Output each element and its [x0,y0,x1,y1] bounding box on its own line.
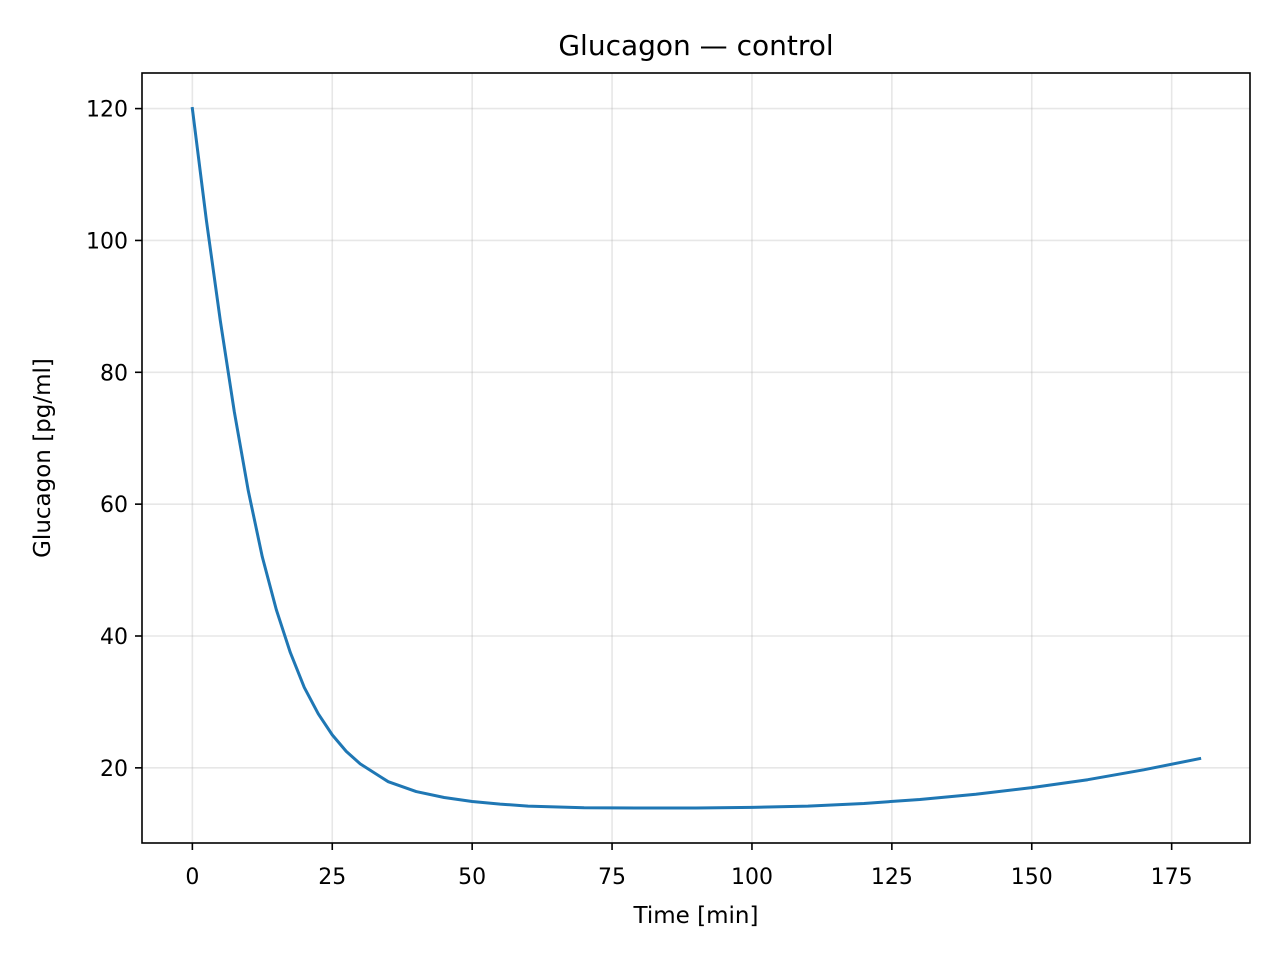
x-tick-label: 25 [318,865,346,890]
y-tick-label: 120 [86,98,128,123]
y-tick-label: 40 [100,625,128,650]
chart-title: Glucagon — control [558,29,833,62]
x-tick-label: 50 [458,865,486,890]
series-layer [190,106,1202,810]
y-tick-label: 80 [100,361,128,386]
x-tick-label: 100 [731,865,773,890]
y-tick-label: 60 [100,493,128,518]
grid [142,73,1250,843]
x-tick-label: 0 [185,865,199,890]
x-tick-label: 150 [1011,865,1053,890]
ticks: 0 25 50 75 100 125 150 175 20 40 60 80 100 120 [86,98,1193,890]
series-line [190,106,1202,810]
y-axis-label: Glucagon [pg/ml] [30,358,56,558]
y-tick-label: 100 [86,229,128,254]
plot-frame [141,72,1251,844]
x-axis-label: Time [min] [633,903,759,929]
y-tick-label: 20 [100,757,128,782]
x-tick-label: 75 [598,865,626,890]
x-tick-label: 175 [1151,865,1193,890]
x-tick-label: 125 [871,865,913,890]
